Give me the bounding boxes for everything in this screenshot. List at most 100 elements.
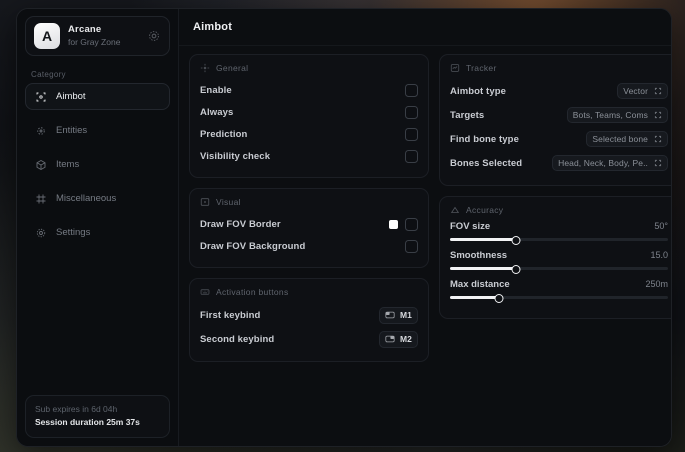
second-keybind-button[interactable]: M2 <box>378 330 418 348</box>
page-title: Aimbot <box>179 9 671 46</box>
visibility-check-checkbox[interactable] <box>405 149 418 163</box>
session-duration: Session duration 25m 37s <box>35 417 140 427</box>
brand-card[interactable]: A Arcane for Gray Zone <box>25 16 170 56</box>
row-label: Second keybind <box>200 333 275 345</box>
fov-size-slider[interactable] <box>450 236 668 245</box>
sidebar-item-aimbot[interactable]: Aimbot <box>25 83 170 110</box>
row-label: Find bone type <box>450 133 519 145</box>
brand-subtitle: for Gray Zone <box>68 37 121 47</box>
sidebar-item-settings[interactable]: Settings <box>25 219 170 246</box>
row-draw-fov-background[interactable]: Draw FOV Background <box>200 235 418 257</box>
subscription-card: Sub expires in 6d 04h Session duration 2… <box>25 395 170 438</box>
mouse-right-icon <box>385 335 395 343</box>
row-aimbot-type[interactable]: Aimbot type Vector <box>450 79 668 103</box>
panel-tracker: Tracker Aimbot type Vector Targets <box>439 54 671 186</box>
sidebar-item-entities[interactable]: Entities <box>25 117 170 144</box>
panel-title: Activation buttons <box>216 287 289 297</box>
image-icon <box>200 198 210 206</box>
slider-label: FOV size <box>450 221 491 232</box>
main-content: Aimbot General Enable <box>179 9 671 446</box>
row-first-keybind[interactable]: First keybind M1 <box>200 303 418 327</box>
slider-fill <box>450 296 498 299</box>
keyboard-icon <box>200 289 210 295</box>
sidebar-nav: Aimbot Entities Items <box>17 83 178 253</box>
prediction-checkbox[interactable] <box>405 127 418 141</box>
row-label: Draw FOV Background <box>200 240 306 252</box>
slider-label-fov-size: FOV size 50° <box>450 221 668 232</box>
panel-title: Accuracy <box>466 205 504 215</box>
subscription-expiry: Sub expires in 6d 04h <box>35 404 118 414</box>
panel-title: Visual <box>216 197 241 207</box>
row-draw-fov-border[interactable]: Draw FOV Border <box>200 213 418 235</box>
row-label: Aimbot type <box>450 85 506 97</box>
target-person-icon <box>37 126 45 135</box>
panel-accuracy: Accuracy FOV size 50° Smoothness 15.0 <box>439 196 671 319</box>
cheat-overlay-window: A Arcane for Gray Zone Category Arcane A… <box>16 8 672 447</box>
panel-general: General Enable Always Prediction <box>189 54 429 178</box>
bones-selected-dropdown[interactable]: Head, Neck, Body, Pe.. <box>552 155 668 171</box>
row-always[interactable]: Always <box>200 101 418 123</box>
slider-value: 250m <box>645 279 668 289</box>
gear-icon <box>36 228 46 237</box>
row-targets[interactable]: Targets Bots, Teams, Coms <box>450 103 668 127</box>
first-keybind-button[interactable]: M1 <box>378 306 418 324</box>
panel-activation-buttons: Activation buttons First keybind M1 <box>189 278 429 362</box>
slider-knob[interactable] <box>511 236 521 245</box>
sidebar-item-label: Settings <box>56 227 91 238</box>
find-bone-type-dropdown[interactable]: Selected bone <box>586 131 668 147</box>
sidebar: A Arcane for Gray Zone Category Arcane A… <box>17 9 179 446</box>
sidebar-item-miscellaneous[interactable]: Miscellaneous <box>25 185 170 212</box>
dropdown-value: Head, Neck, Body, Pe.. <box>558 158 648 168</box>
brand-logo: A <box>34 23 60 49</box>
sidebar-item-label: Miscellaneous <box>56 193 117 204</box>
row-label: Bones Selected <box>450 157 523 169</box>
draw-fov-background-checkbox[interactable] <box>405 239 418 253</box>
dropdown-value: Selected bone <box>592 134 648 144</box>
max-distance-slider[interactable] <box>450 294 668 303</box>
row-controls <box>389 217 418 231</box>
row-prediction[interactable]: Prediction <box>200 123 418 145</box>
slider-knob[interactable] <box>511 265 521 274</box>
brand-text: Arcane for Gray Zone <box>68 24 147 48</box>
smoothness-slider[interactable] <box>450 265 668 274</box>
row-label: Always <box>200 106 234 118</box>
row-label: Prediction <box>200 128 248 140</box>
mouse-left-icon <box>385 311 395 319</box>
targets-dropdown[interactable]: Bots, Teams, Coms <box>566 107 668 123</box>
brand-name: Arcane <box>68 24 102 35</box>
row-visibility-check[interactable]: Visibility check <box>200 145 418 167</box>
sliders-icon <box>36 194 46 203</box>
dropdown-value: Vector <box>623 86 648 96</box>
slider-label: Smoothness <box>450 250 508 261</box>
panel-title: General <box>216 63 249 73</box>
panel-accuracy-header: Accuracy <box>450 205 668 215</box>
panel-visual: Visual Draw FOV Border Draw FOV Backgrou… <box>189 188 429 268</box>
slider-label-smoothness: Smoothness 15.0 <box>450 250 668 261</box>
slider-knob[interactable] <box>494 294 504 303</box>
crosshair-icon <box>36 92 46 101</box>
expand-icon <box>654 159 662 167</box>
expand-icon <box>654 87 662 95</box>
aimbot-type-dropdown[interactable]: Vector <box>617 83 668 99</box>
sidebar-item-items[interactable]: Items <box>25 151 170 178</box>
panel-columns: General Enable Always Prediction <box>179 46 671 446</box>
row-bones-selected[interactable]: Bones Selected Head, Neck, Body, Pe.. <box>450 151 668 175</box>
fov-border-color-swatch[interactable] <box>389 219 398 229</box>
enable-checkbox[interactable] <box>405 83 418 97</box>
draw-fov-border-checkbox[interactable] <box>405 217 418 231</box>
expand-icon <box>654 111 662 119</box>
panel-tracker-header: Tracker <box>450 63 668 73</box>
box-icon <box>36 159 46 170</box>
row-second-keybind[interactable]: Second keybind M2 <box>200 327 418 351</box>
slider-label-max-distance: Max distance 250m <box>450 279 668 290</box>
slider-value: 15.0 <box>650 250 668 260</box>
gear-icon[interactable] <box>147 29 161 43</box>
expand-icon <box>654 135 662 143</box>
row-enable[interactable]: Enable <box>200 79 418 101</box>
chart-icon <box>450 64 460 72</box>
always-checkbox[interactable] <box>405 105 418 119</box>
slider-label: Max distance <box>450 279 510 290</box>
panel-activation-header: Activation buttons <box>200 287 418 297</box>
row-find-bone-type[interactable]: Find bone type Selected bone <box>450 127 668 151</box>
row-label: Enable <box>200 84 232 96</box>
